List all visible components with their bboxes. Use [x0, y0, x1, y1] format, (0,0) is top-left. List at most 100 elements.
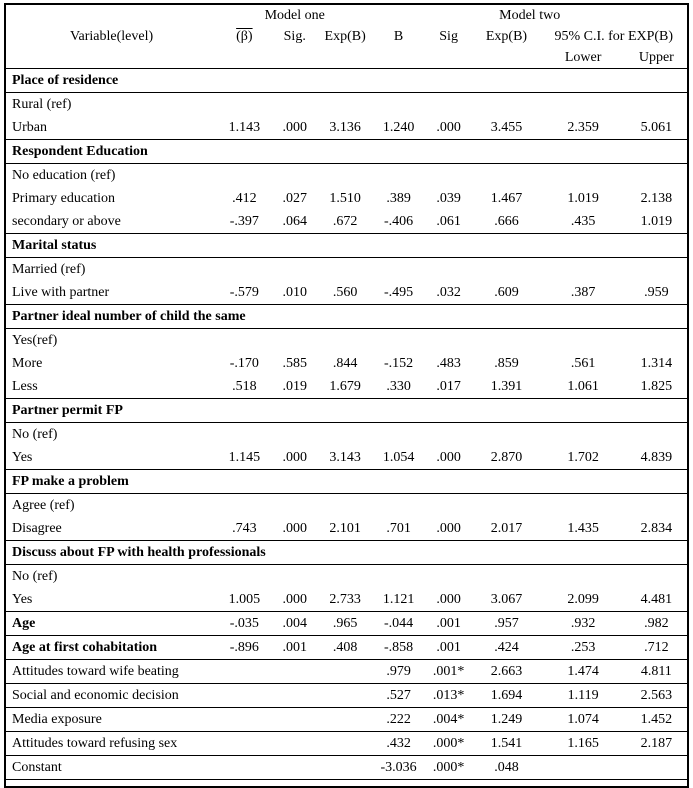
value-cell: .061 — [424, 210, 473, 234]
data-row: Social and economic decision .527.013* 1.6… — [6, 683, 687, 708]
variable-label: Urban — [6, 116, 218, 140]
section-label: Place of residence — [6, 68, 687, 93]
value-cell: .000 — [271, 116, 318, 140]
section-label: Discuss about FP with health professiona… — [6, 540, 687, 565]
value-cell: .019 — [271, 375, 318, 399]
value-cell — [318, 565, 372, 589]
value-cell: 4.839 — [625, 446, 687, 470]
value-cell — [271, 755, 318, 780]
value-cell — [272, 258, 318, 282]
value-cell — [541, 423, 626, 447]
sig1-column-header: Sig. — [283, 28, 306, 44]
variable-label: Age at first cohabitation — [6, 635, 218, 660]
value-cell — [217, 329, 271, 353]
value-cell: 1.054 — [372, 446, 425, 470]
data-row: Age at first cohabitation -.896.001.408 -.… — [6, 635, 687, 660]
value-cell: .389 — [386, 190, 411, 206]
data-row: More -.170 .585 .844 -.152 .483 .859 .561 1.314 — [6, 352, 687, 375]
value-cell: .330 — [372, 375, 425, 399]
ci-lower-header: Lower — [540, 47, 626, 69]
expb1-column-header: Exp(B) — [324, 28, 366, 44]
value-cell: .859 — [494, 355, 519, 371]
variable-label: Age — [6, 611, 218, 636]
value-cell — [272, 565, 318, 589]
value-cell: .959 — [625, 281, 687, 305]
value-cell: .001 — [424, 611, 473, 636]
data-row: Attitudes toward wife beating .979.001* 2.… — [6, 659, 687, 684]
value-cell: .000 — [424, 517, 473, 541]
value-cell — [372, 93, 424, 117]
value-cell — [271, 683, 318, 708]
value-cell: .048 — [472, 755, 541, 780]
value-cell: 1.541 — [472, 731, 541, 756]
variable-label: Primary education — [12, 190, 116, 206]
spacer-cell — [6, 5, 217, 26]
ci-sub-header-row: Lower Upper — [6, 47, 687, 69]
value-cell: .957 — [472, 611, 541, 636]
variable-label: Agree (ref) — [12, 497, 75, 513]
value-cell: .560 — [317, 281, 373, 305]
value-cell — [217, 683, 272, 708]
value-cell: .004 — [271, 611, 318, 636]
value-cell: .979 — [372, 659, 425, 684]
value-cell — [372, 258, 424, 282]
value-cell: .000* — [424, 731, 473, 756]
value-cell: 2.359 — [540, 116, 626, 140]
value-cell — [318, 93, 372, 117]
value-cell — [541, 329, 626, 353]
value-cell — [217, 731, 272, 756]
value-cell — [272, 164, 318, 188]
data-row: No (ref) — [6, 565, 687, 589]
value-cell — [271, 659, 318, 684]
data-row: Married (ref) — [6, 258, 687, 282]
model-header-row: Model one Model two — [6, 5, 687, 26]
table-body: Place of residence Rural (ref) Urban 1.143.… — [6, 68, 687, 780]
value-cell: .000 — [271, 446, 318, 470]
value-cell — [217, 494, 271, 518]
value-cell: .000 — [424, 588, 473, 612]
variable-label: Yes — [6, 446, 218, 470]
value-cell: .965 — [317, 611, 373, 636]
value-cell: 1.121 — [372, 588, 425, 612]
value-cell — [217, 755, 272, 780]
value-cell: 1.074 — [540, 707, 626, 732]
variable-label: No (ref) — [12, 568, 58, 584]
beta-column-header: (β) — [236, 28, 253, 44]
value-cell: .712 — [625, 635, 687, 660]
variable-label: No education (ref) — [12, 167, 116, 183]
variable-column-header: Variable(level) — [69, 28, 154, 44]
value-cell — [425, 258, 473, 282]
value-cell: 2.101 — [317, 517, 373, 541]
value-cell — [425, 423, 473, 447]
section-row: Respondent Education — [6, 139, 687, 164]
value-cell — [271, 731, 318, 756]
value-cell — [272, 494, 318, 518]
section-row: FP make a problem — [6, 469, 687, 494]
value-cell: .013* — [424, 683, 473, 708]
value-cell — [626, 93, 687, 117]
value-cell — [472, 494, 540, 518]
value-cell: 2.099 — [540, 588, 626, 612]
data-row: Primary education .412 .027 1.510 .389 .039 1.… — [6, 187, 687, 210]
value-cell: .000* — [424, 755, 473, 780]
value-cell — [217, 164, 271, 188]
value-cell — [372, 329, 424, 353]
variable-label: Less — [6, 375, 218, 399]
value-cell: 1.165 — [540, 731, 626, 756]
value-cell — [425, 494, 473, 518]
value-cell: .000 — [424, 116, 473, 140]
value-cell: 2.138 — [640, 190, 673, 206]
value-cell: 3.136 — [317, 116, 373, 140]
value-cell: 4.481 — [625, 588, 687, 612]
data-row: Media exposure .222.004* 1.249 1.074 1.452 — [6, 707, 687, 732]
variable-label: Media exposure — [6, 707, 218, 732]
value-cell — [541, 164, 626, 188]
value-cell — [217, 423, 271, 447]
model-one-header: Model one — [264, 7, 325, 23]
value-cell: .561 — [570, 355, 596, 371]
variable-label: Social and economic decision — [6, 683, 218, 708]
value-cell: 1.143 — [217, 116, 272, 140]
data-row: Live with partner -.579.010.560 -.495.032.… — [6, 281, 687, 305]
value-cell — [472, 164, 540, 188]
value-cell: 1.474 — [540, 659, 626, 684]
